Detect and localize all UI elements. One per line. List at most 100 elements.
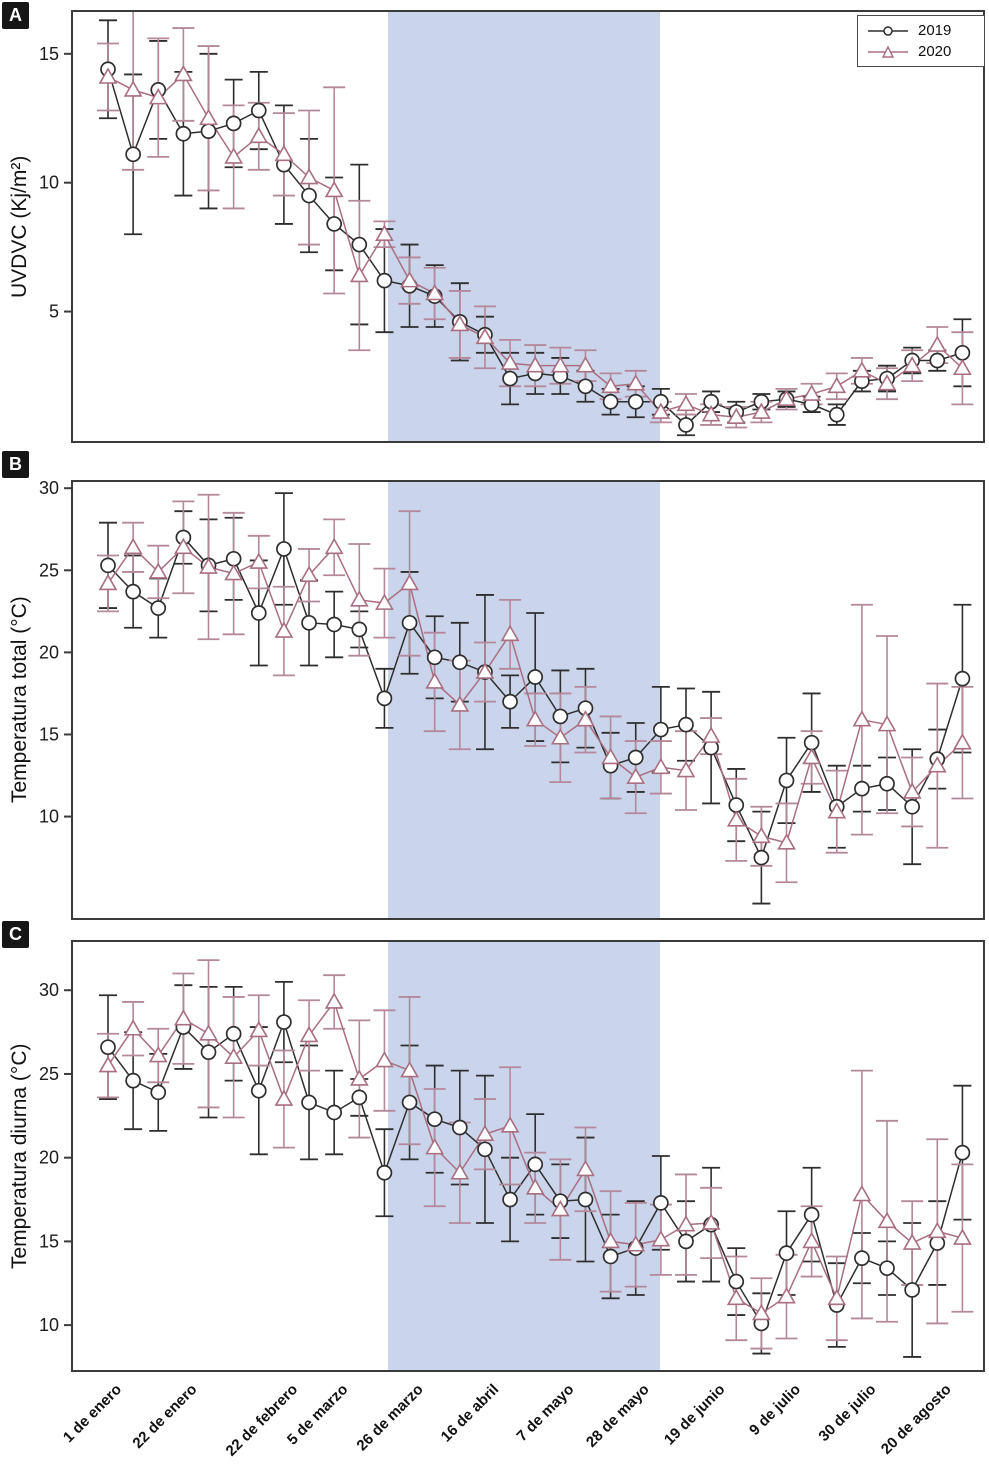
- data-point-2020: [450, 1163, 470, 1180]
- data-point-2020: [726, 407, 746, 425]
- data-point-2020: [450, 314, 470, 332]
- data-point-2020: [299, 1025, 319, 1043]
- y-tick-label: 10: [39, 1315, 59, 1335]
- y-tick-label: 15: [39, 1231, 59, 1251]
- y-tick-label: 10: [39, 807, 59, 827]
- data-point-2020: [701, 1213, 721, 1230]
- data-point-2019: [150, 600, 167, 616]
- data-point-2019: [678, 417, 694, 433]
- data-point-2019: [904, 798, 921, 815]
- data-point-2020: [199, 108, 218, 126]
- data-point-2019: [502, 370, 518, 387]
- data-point-2020: [752, 1303, 771, 1321]
- data-point-2020: [576, 710, 595, 727]
- data-point-2020: [827, 802, 847, 819]
- x-tick-label: 9 de julio: [745, 1381, 804, 1439]
- data-point-2020: [777, 389, 796, 406]
- data-point-2020: [852, 710, 872, 727]
- data-point-2020: [475, 327, 495, 345]
- legend-label: 2019: [918, 22, 952, 39]
- data-point-2020: [450, 695, 470, 712]
- data-point-2020: [877, 715, 897, 732]
- data-point-2020: [98, 1055, 118, 1073]
- data-point-2020: [852, 361, 872, 378]
- legend-entry-2020: 2020: [866, 42, 974, 61]
- data-point-2019: [527, 669, 544, 685]
- data-point-2020: [324, 537, 344, 555]
- data-point-2019: [250, 605, 267, 621]
- data-point-2020: [425, 283, 445, 301]
- data-point-2020: [349, 1069, 369, 1086]
- data-point-2020: [174, 1009, 193, 1026]
- data-point-2020: [299, 565, 319, 583]
- data-point-2020: [550, 1199, 570, 1217]
- y-tick-label: 20: [39, 642, 59, 662]
- data-point-2020: [525, 710, 545, 727]
- data-point-2019: [200, 123, 217, 139]
- data-point-2020: [400, 271, 419, 288]
- data-point-2019: [502, 693, 518, 710]
- data-point-2019: [627, 393, 644, 410]
- data-point-2020: [324, 180, 344, 198]
- x-tick-label: 28 de mayo: [582, 1381, 653, 1451]
- circle-marker-icon: [868, 25, 908, 36]
- data-point-2020: [349, 265, 369, 283]
- x-tick-label: 16 de abril: [437, 1381, 502, 1446]
- data-point-2020: [676, 394, 696, 412]
- data-point-2019: [426, 649, 443, 666]
- data-point-2020: [576, 1159, 595, 1177]
- data-point-2020: [802, 384, 822, 401]
- y-tick-label: 15: [39, 44, 59, 64]
- x-tick-label: 20 de agosto: [877, 1381, 955, 1458]
- data-point-2019: [803, 734, 820, 751]
- data-point-2020: [375, 224, 394, 242]
- data-point-2019: [803, 1206, 820, 1223]
- data-point-2020: [651, 402, 671, 419]
- x-tick-label: 7 de mayo: [513, 1381, 578, 1445]
- data-point-2020: [525, 1178, 545, 1195]
- data-point-2019: [879, 775, 895, 792]
- shaded-period-band: [388, 941, 660, 1371]
- data-point-2019: [577, 1191, 594, 1208]
- data-point-2020: [475, 1124, 495, 1142]
- data-point-2020: [249, 126, 269, 144]
- data-point-2019: [778, 772, 795, 789]
- data-point-2020: [249, 552, 269, 569]
- data-point-2020: [375, 1050, 394, 1068]
- data-point-2020: [752, 826, 771, 844]
- legend-label: 2020: [918, 43, 952, 60]
- data-point-2019: [225, 115, 242, 132]
- data-point-2019: [653, 1195, 669, 1211]
- data-point-2019: [225, 550, 242, 567]
- y-tick-label: 20: [39, 1148, 59, 1168]
- data-point-2020: [249, 1020, 269, 1038]
- y-tick-label: 15: [39, 724, 59, 744]
- data-point-2019: [125, 1072, 141, 1089]
- data-point-2020: [174, 64, 193, 82]
- x-tick-label: 22 de febrero: [222, 1381, 301, 1460]
- data-point-2020: [224, 1047, 244, 1065]
- data-point-2020: [927, 756, 947, 773]
- legend-entry-2019: 2019: [866, 21, 974, 40]
- data-point-2020: [550, 728, 570, 745]
- y-tick-label: 30: [39, 480, 59, 498]
- data-point-2019: [326, 216, 343, 232]
- shaded-period-band: [388, 481, 660, 919]
- data-point-2019: [728, 1273, 745, 1290]
- data-point-2020: [601, 376, 620, 394]
- data-point-2019: [627, 749, 644, 766]
- data-point-2020: [349, 590, 369, 607]
- data-point-2020: [676, 1215, 696, 1232]
- data-point-2020: [651, 1230, 671, 1247]
- data-point-2020: [953, 358, 972, 376]
- data-point-2019: [125, 146, 141, 163]
- panel-label-a: A: [2, 2, 29, 29]
- data-point-2019: [854, 780, 870, 797]
- data-point-2019: [602, 393, 619, 410]
- data-point-2019: [401, 1094, 418, 1111]
- data-point-2020: [224, 147, 244, 164]
- data-point-2020: [601, 1231, 620, 1249]
- y-tick-label: 30: [39, 980, 59, 1000]
- data-point-2019: [376, 1164, 393, 1181]
- data-point-2019: [351, 1089, 368, 1106]
